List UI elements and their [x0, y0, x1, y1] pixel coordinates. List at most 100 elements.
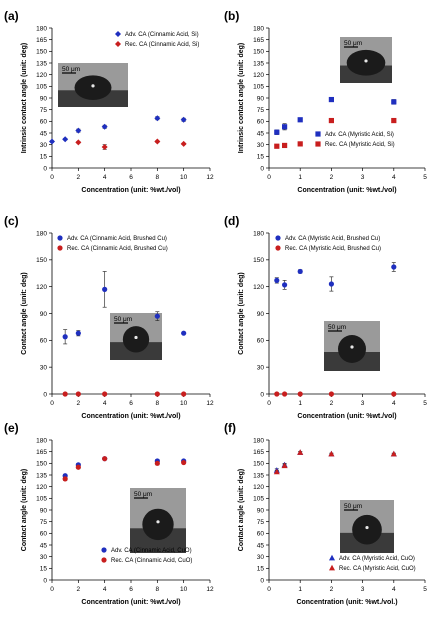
y-tick-label: 105 — [253, 496, 264, 503]
data-point — [181, 330, 187, 336]
inset-image: 50 μm — [58, 63, 128, 107]
y-tick-label: 90 — [257, 95, 265, 102]
scale-bar-label: 50 μm — [344, 503, 362, 510]
y-tick-label: 165 — [36, 449, 47, 456]
x-tick-label: 4 — [392, 400, 396, 407]
x-tick-label: 0 — [50, 400, 54, 407]
data-point — [49, 138, 55, 145]
x-tick-label: 8 — [156, 586, 160, 593]
scale-bar-label: 50 μm — [134, 491, 152, 498]
data-point — [62, 136, 69, 143]
y-axis-label: Intrinsic contact angle (unit: deg) — [238, 43, 245, 153]
data-point — [274, 143, 280, 149]
x-tick-label: 4 — [103, 400, 107, 407]
scale-bar-label: 50 μm — [328, 324, 346, 331]
panel-a: (a) 0 15 30 45 60 75 90 105 120 135 150 165 180 0 2 4 6 8 1… — [4, 9, 214, 194]
data-point — [297, 141, 303, 147]
data-point — [282, 124, 288, 130]
panel-letter: (e) — [4, 421, 19, 435]
data-point — [154, 313, 160, 319]
data-point — [101, 144, 108, 150]
y-tick-label: 120 — [253, 284, 264, 291]
y-tick-label: 120 — [36, 284, 47, 291]
legend: Adv. CA (Cinnamic Acid, Brushed Cu) Rec. … — [57, 235, 168, 252]
y-tick-label: 75 — [40, 107, 48, 114]
x-tick-label: 1 — [298, 586, 302, 593]
data-point — [154, 460, 160, 466]
x-tick-label: 8 — [156, 400, 160, 407]
y-tick-label: 0 — [260, 577, 264, 584]
legend-marker — [275, 235, 281, 241]
legend-label: Adv. CA (Cinnamic Acid, CuO) — [111, 548, 192, 554]
legend: Adv. CA (Myristic Acid, CuO) Rec. CA (Myr… — [329, 554, 416, 572]
y-tick-label: 0 — [260, 165, 264, 172]
y-tick-label: 135 — [36, 472, 47, 479]
y-tick-label: 0 — [43, 165, 47, 172]
x-tick-label: 0 — [267, 586, 271, 593]
legend-marker — [315, 131, 321, 137]
data-point — [75, 464, 81, 470]
x-tick-label: 3 — [361, 400, 365, 407]
droplet-icon — [122, 326, 150, 353]
droplet-highlight — [350, 345, 354, 349]
x-tick-label: 0 — [50, 586, 54, 593]
legend: Adv. CA (Myristic Acid, Si) Rec. CA (Myri… — [315, 131, 395, 148]
x-tick-label: 5 — [423, 174, 427, 181]
y-tick-label: 60 — [40, 338, 48, 345]
data-point — [297, 449, 304, 455]
y-tick-label: 30 — [40, 142, 48, 149]
x-tick-label: 6 — [129, 586, 133, 593]
x-tick-label: 5 — [423, 586, 427, 593]
legend-label: Adv. CA (Myristic Acid, CuO) — [339, 556, 415, 562]
x-axis-label: Concentration (unit: %wt./vol) — [81, 599, 180, 606]
droplet-icon — [338, 335, 366, 363]
panel-e: (e) 0 15 30 45 60 75 90 105 120 135 150 165 180 0 2 4 6 8 1… — [4, 421, 214, 606]
series-receding — [273, 449, 397, 475]
data-point — [282, 282, 288, 288]
data-point — [282, 142, 288, 149]
y-tick-label: 30 — [40, 554, 48, 561]
x-tick-label: 4 — [103, 586, 107, 593]
legend-label: Rec. CA (Cinnamic Acid, Si) — [125, 42, 199, 48]
y-tick-label: 15 — [40, 566, 48, 573]
y-tick-label: 150 — [253, 49, 264, 56]
y-tick-label: 45 — [257, 130, 265, 137]
y-tick-label: 105 — [253, 84, 264, 91]
data-point — [75, 330, 81, 336]
data-point — [282, 391, 288, 397]
series-advancing — [274, 96, 397, 135]
data-point — [102, 456, 108, 462]
panel-letter: (f) — [224, 421, 236, 435]
droplet-highlight — [364, 59, 368, 63]
y-tick-label: 165 — [36, 37, 47, 44]
x-tick-label: 1 — [298, 174, 302, 181]
y-tick-label: 180 — [253, 25, 264, 32]
data-point — [297, 391, 303, 397]
data-point — [391, 99, 397, 105]
y-tick-label: 120 — [36, 72, 47, 79]
data-point — [75, 391, 81, 397]
x-tick-label: 3 — [361, 174, 365, 181]
series-receding — [274, 391, 397, 397]
x-tick-label: 2 — [77, 400, 81, 407]
series-receding — [62, 391, 187, 397]
data-point — [180, 116, 187, 123]
x-tick-label: 2 — [330, 400, 334, 407]
y-tick-label: 180 — [253, 437, 264, 444]
x-tick-label: 6 — [129, 174, 133, 181]
y-axis-label: Contact angle (unit: deg) — [238, 469, 245, 551]
legend-label: Rec. CA (Myristic Acid, Si) — [325, 142, 395, 148]
data-point — [391, 264, 397, 270]
data-point — [62, 476, 68, 482]
y-tick-label: 0 — [43, 577, 47, 584]
y-tick-label: 180 — [253, 230, 264, 237]
y-tick-label: 135 — [253, 472, 264, 479]
x-tick-label: 6 — [129, 400, 133, 407]
legend: Adv. CA (Cinnamic Acid, Si) Rec. CA (Cinn… — [115, 31, 199, 48]
series-advancing — [273, 449, 397, 473]
legend-marker — [115, 41, 121, 47]
panel-letter: (c) — [4, 214, 19, 228]
legend: Adv. CA (Cinnamic Acid, CuO) Rec. CA (Cin… — [101, 547, 192, 564]
data-point — [154, 391, 160, 397]
